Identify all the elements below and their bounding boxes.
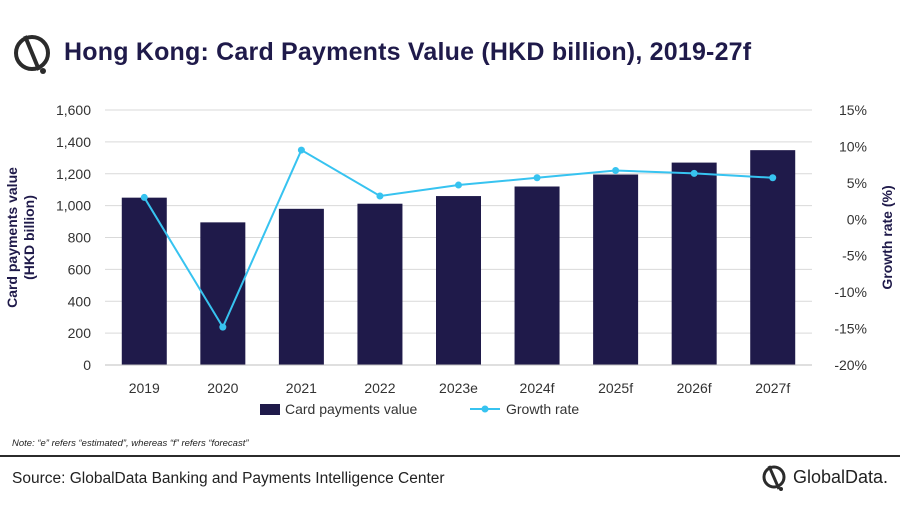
- x-tick-label: 2027f: [755, 380, 790, 396]
- y-tick-label: 600: [68, 261, 92, 277]
- legend-line-marker: [481, 405, 489, 413]
- growth-rate-point: [376, 192, 384, 200]
- source-text: Source: GlobalData Banking and Payments …: [12, 470, 445, 487]
- y-tick-label: 800: [68, 230, 92, 246]
- y2-axis-title: Growth rate (%): [879, 185, 895, 289]
- x-tick-label: 2023e: [439, 380, 478, 396]
- y-tick-label: 1,200: [56, 166, 91, 182]
- y-tick-label: 1,000: [56, 198, 91, 214]
- bar: [357, 203, 403, 365]
- chart-title: Hong Kong: Card Payments Value (HKD bill…: [64, 38, 752, 66]
- y-tick-label: 200: [68, 325, 92, 341]
- y2-tick-label: -10%: [834, 284, 867, 300]
- header: Hong Kong: Card Payments Value (HKD bill…: [0, 0, 900, 80]
- y-tick-label: 400: [68, 293, 92, 309]
- x-tick-label: 2025f: [598, 380, 633, 396]
- combo-chart: 0 200 400 600 800 1,000 1,200 1,400 1,600 -20% -15…: [4, 102, 895, 417]
- growth-rate-point: [219, 323, 227, 331]
- bar: [278, 208, 324, 365]
- y2-tick-label: 15%: [839, 102, 867, 118]
- divider: [0, 455, 900, 457]
- chart-area: 0 200 400 600 800 1,000 1,200 1,400 1,600 -20% -15…: [0, 90, 900, 430]
- brand: GlobalData.: [761, 462, 888, 492]
- legend-bar-label: Card payments value: [285, 401, 418, 417]
- y2-tick-label: 0%: [847, 211, 867, 227]
- x-tick-label: 2026f: [677, 380, 712, 396]
- x-tick-label: 2019: [129, 380, 160, 396]
- y-tick-label: 1,400: [56, 134, 91, 150]
- growth-rate-point: [140, 193, 148, 201]
- note-text: Note: “e” refers “estimated”, whereas “f…: [12, 438, 249, 449]
- y-tick-label: 1,600: [56, 102, 91, 118]
- growth-rate-point: [769, 174, 777, 182]
- brand-name: GlobalData.: [792, 466, 888, 487]
- growth-rate-point: [533, 174, 541, 182]
- y2-tick-label: 5%: [847, 175, 867, 191]
- bar: [750, 150, 796, 365]
- legend-line-label: Growth rate: [506, 401, 579, 417]
- y-axis-title-line: (HKD billion): [21, 195, 37, 280]
- y-axis-title-line: Card payments value: [4, 167, 20, 308]
- growth-rate-point: [690, 169, 698, 177]
- legend-bar-swatch: [260, 404, 280, 415]
- y2-tick-label: -15%: [834, 321, 867, 337]
- bar: [593, 174, 639, 365]
- growth-rate-point: [455, 181, 462, 189]
- x-tick-label: 2022: [364, 380, 395, 396]
- y-axis-title: Card payments value(HKD billion): [4, 167, 37, 308]
- x-tick-label: 2024f: [520, 380, 555, 396]
- y2-tick-label: -20%: [834, 357, 867, 373]
- bar: [121, 197, 167, 365]
- globaldata-brand-icon: [762, 465, 786, 491]
- x-tick-label: 2021: [286, 380, 317, 396]
- growth-rate-point: [297, 146, 305, 154]
- bar: [514, 186, 560, 365]
- growth-rate-point: [612, 166, 620, 174]
- x-tick-label: 2020: [207, 380, 238, 396]
- bar: [436, 196, 481, 365]
- y-tick-label: 0: [83, 357, 91, 373]
- y2-tick-label: -5%: [842, 248, 867, 264]
- globaldata-logo-icon: [14, 35, 50, 74]
- bar: [671, 162, 717, 365]
- y2-tick-label: 10%: [839, 138, 867, 154]
